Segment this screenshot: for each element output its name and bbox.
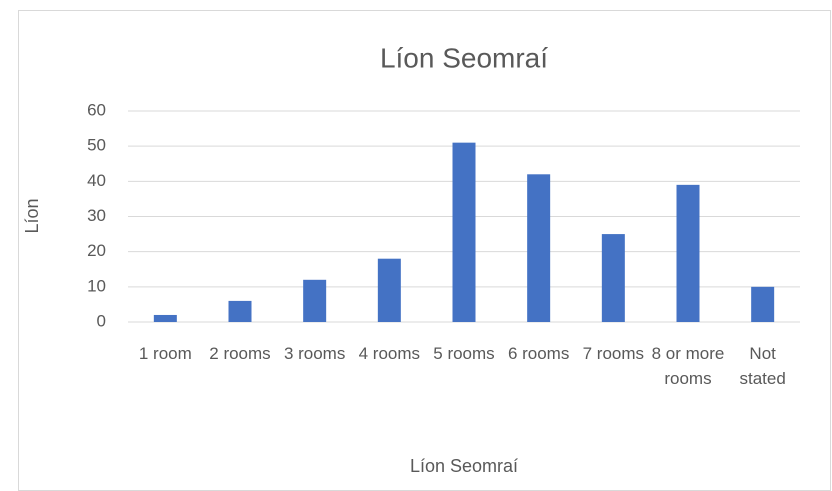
- y-tick-label: 10: [87, 276, 106, 295]
- x-tick-label: 6 rooms: [507, 344, 570, 363]
- y-tick-label: 0: [97, 311, 106, 330]
- bar: [676, 184, 700, 322]
- bar: [601, 234, 625, 322]
- bar: [452, 142, 476, 322]
- chart-title: Líon Seomraí: [380, 42, 548, 73]
- bar: [377, 258, 401, 322]
- y-tick-label: 30: [87, 206, 106, 225]
- x-tick-label: 2 rooms: [209, 344, 271, 363]
- y-tick-label: 40: [87, 171, 106, 190]
- bar: [228, 300, 252, 322]
- x-tick-label: 3 rooms: [283, 344, 346, 363]
- bar: [153, 314, 177, 322]
- y-axis-label: Líon: [22, 198, 42, 233]
- x-tick-label: Not stated: [739, 344, 786, 388]
- x-tick-label: 1 room: [138, 344, 192, 363]
- x-tick-label: 4 rooms: [358, 344, 421, 363]
- bar: [751, 286, 775, 322]
- x-tick-label: 7 rooms: [582, 344, 645, 363]
- x-tick-label: 8 or more rooms: [651, 344, 725, 388]
- chart-border: [18, 10, 831, 491]
- bar: [303, 279, 327, 322]
- y-tick-label: 50: [87, 136, 106, 155]
- y-tick-label: 60: [87, 100, 106, 119]
- y-tick-label: 20: [87, 241, 106, 260]
- bar: [527, 174, 551, 322]
- x-axis-label: Líon Seomraí: [410, 456, 518, 476]
- x-tick-label: 5 rooms: [433, 344, 495, 363]
